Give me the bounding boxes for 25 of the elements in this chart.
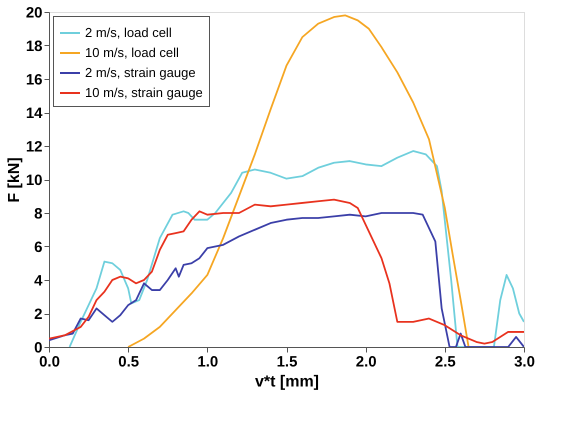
x-tick-label: 3.0 [514,354,535,370]
x-axis-title: v*t [mm] [254,374,320,390]
y-tick-label: 2 [34,306,42,323]
x-tick-label: 2.5 [434,354,456,370]
y-axis-title: F [kN] [6,157,23,203]
line-series [68,150,524,347]
x-tick-label: 1.0 [197,354,218,370]
x-tick-label: 2.0 [356,354,377,370]
y-tick-label: 4 [34,272,44,290]
y-tick-label: 18 [26,38,42,55]
y-tick-label: 20 [26,4,42,22]
x-tick-label: 1.5 [276,354,298,370]
y-tick-label: 6 [34,239,42,256]
y-tick-label: 0 [34,340,42,356]
y-tick-label: 8 [34,206,42,222]
legend-label: 2 m/s, load cell [85,25,172,40]
legend-label: 2 m/s, strain gauge [85,65,196,80]
x-tick-label: 0.0 [39,354,60,370]
y-tick-label: 12 [26,138,42,156]
legend-label: 10 m/s, load cell [85,45,180,60]
legend-label: 10 m/s, strain gauge [85,85,203,100]
y-tick-label: 16 [26,72,42,88]
y-tick-label: 14 [26,105,44,122]
y-tick-label: 10 [26,172,42,189]
x-tick-label: 0.5 [118,354,140,370]
